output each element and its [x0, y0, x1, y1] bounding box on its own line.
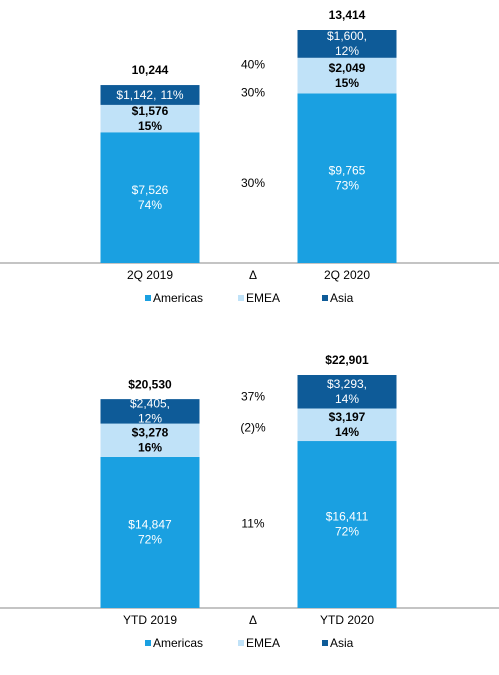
- legend-swatch: [238, 295, 244, 301]
- bar-segment: [100, 399, 200, 424]
- value-label: $9,765: [329, 163, 366, 177]
- x-tick-label: 2Q 2019: [127, 268, 173, 282]
- legend-label: Asia: [330, 291, 354, 305]
- bar-segment: [297, 408, 397, 442]
- delta-label: (2)%: [240, 421, 266, 435]
- bar-segment: [100, 456, 200, 608]
- legend-label: Americas: [153, 636, 203, 650]
- segment-label: $1,142, 11%: [116, 88, 184, 102]
- delta-label: 30%: [241, 85, 265, 99]
- bar-segment: [100, 104, 200, 133]
- legend-label: EMEA: [246, 291, 280, 305]
- share-label: 74%: [138, 198, 162, 212]
- share-label: 12%: [138, 412, 162, 426]
- bar-segment: [297, 441, 397, 608]
- share-label: 73%: [335, 178, 359, 192]
- value-label: $3,197: [329, 410, 366, 424]
- share-label: 72%: [138, 533, 162, 547]
- value-label: $2,405,: [130, 397, 170, 411]
- total-label: 10,244: [132, 63, 169, 77]
- bar-segment: [297, 93, 397, 263]
- bar-segment: [100, 132, 200, 263]
- x-tick-label: 2Q 2020: [324, 268, 370, 282]
- legend-label: Asia: [330, 636, 354, 650]
- x-tick-label: YTD 2020: [320, 613, 374, 627]
- share-label: 15%: [335, 76, 359, 90]
- bar-segment: [100, 423, 200, 457]
- value-label: $1,576: [132, 104, 169, 118]
- delta-label: 40%: [241, 58, 265, 72]
- legend-swatch: [145, 640, 151, 646]
- legend-swatch: [322, 295, 328, 301]
- delta-label: 37%: [241, 390, 265, 404]
- share-label: 16%: [138, 440, 162, 454]
- bar-segment: [297, 375, 397, 409]
- value-label: $3,278: [132, 425, 169, 439]
- legend-swatch: [322, 640, 328, 646]
- value-label: $3,293,: [327, 377, 367, 391]
- bar-segment: [297, 30, 397, 58]
- delta-label: 30%: [241, 176, 265, 190]
- share-label: 15%: [138, 119, 162, 133]
- x-tick-label: YTD 2019: [123, 613, 177, 627]
- delta-header: Δ: [249, 613, 257, 627]
- value-label: $14,847: [128, 518, 172, 532]
- value-label: $1,142,: [116, 88, 156, 102]
- share-label: 72%: [335, 525, 359, 539]
- value-label: $16,411: [326, 510, 369, 524]
- delta-header: Δ: [249, 268, 257, 282]
- legend-swatch: [238, 640, 244, 646]
- value-label: $2,049: [329, 61, 366, 75]
- value-label: $7,526: [132, 183, 169, 197]
- share-label: 14%: [335, 425, 359, 439]
- bar-segment: [297, 57, 397, 94]
- share-label: 11%: [160, 88, 183, 102]
- legend-label: EMEA: [246, 636, 280, 650]
- legend-swatch: [145, 295, 151, 301]
- share-label: 12%: [335, 44, 359, 58]
- total-label: $22,901: [325, 353, 369, 367]
- value-label: $1,600,: [327, 29, 367, 43]
- total-label: 13,414: [329, 8, 366, 22]
- share-label: 14%: [335, 392, 359, 406]
- delta-label: 11%: [241, 517, 264, 531]
- legend-label: Americas: [153, 291, 203, 305]
- total-label: $20,530: [128, 377, 172, 391]
- bar-segment: [100, 85, 200, 105]
